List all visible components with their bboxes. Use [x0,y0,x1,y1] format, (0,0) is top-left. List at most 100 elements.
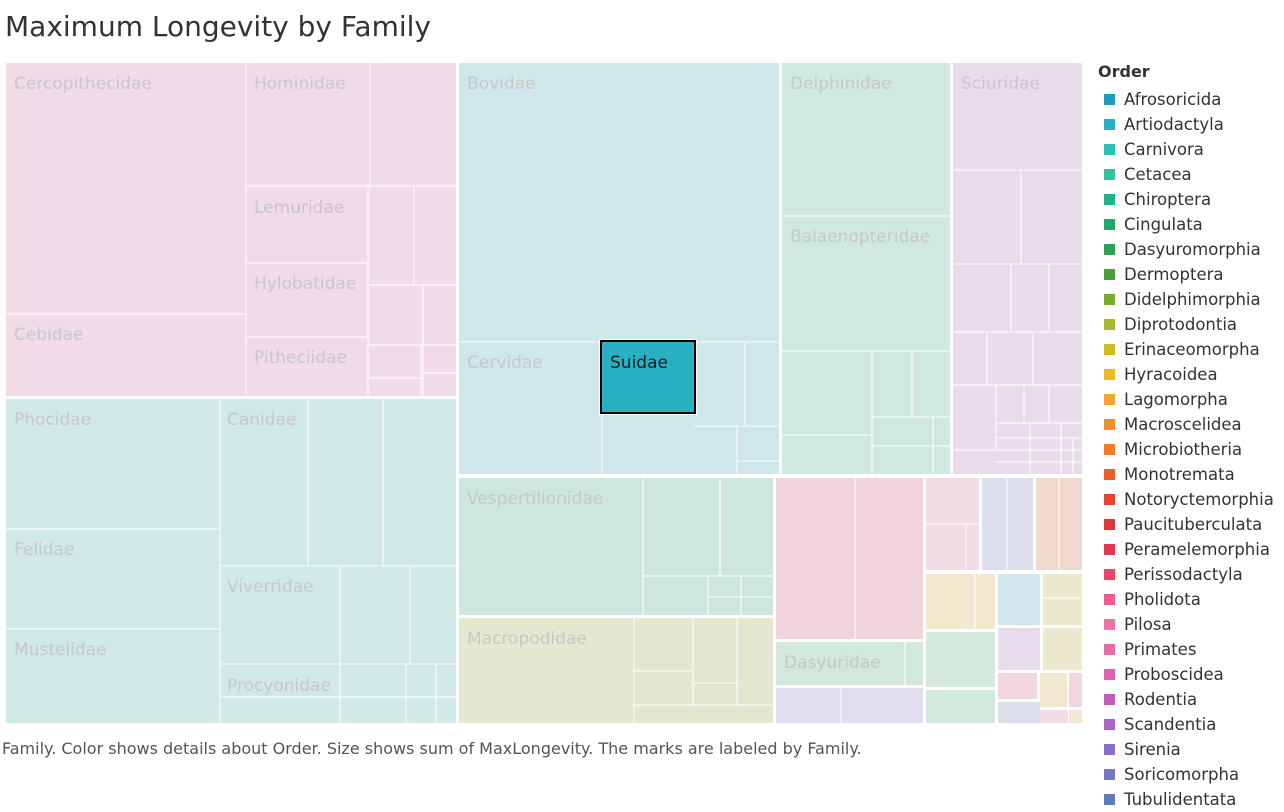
treemap-order-block [926,690,995,723]
legend-item[interactable]: Artiodactyla [1098,112,1274,137]
legend-swatch [1104,569,1115,580]
legend-item[interactable]: Lagomorpha [1098,387,1274,412]
legend-item[interactable]: Chiroptera [1098,187,1274,212]
legend-item[interactable]: Perissodactyla [1098,562,1274,587]
legend-label: Cetacea [1124,165,1192,184]
treemap-order-block [782,63,950,474]
legend-label: Soricomorpha [1124,765,1240,784]
legend-swatch [1104,219,1115,230]
legend-label: Paucituberculata [1124,515,1263,534]
legend-label: Rodentia [1124,690,1198,709]
legend-item[interactable]: Diprotodontia [1098,312,1274,337]
legend-item[interactable]: Rodentia [1098,687,1274,712]
legend-swatch [1104,694,1115,705]
legend-item[interactable]: Notoryctemorphia [1098,487,1274,512]
treemap-order-block [998,702,1040,723]
legend-item[interactable]: Tubulidentata [1098,787,1274,812]
legend-label: Microbiotheria [1124,440,1243,459]
legend-item[interactable]: Sirenia [1098,737,1274,762]
legend-label: Lagomorpha [1124,390,1228,409]
legend-label: Peramelemorphia [1124,540,1270,559]
family-label: Macropodidae [467,629,587,649]
legend-item[interactable]: Scandentia [1098,712,1274,737]
legend-item[interactable]: Cetacea [1098,162,1274,187]
legend-label: Perissodactyla [1124,565,1243,584]
treemap-order-block [776,478,923,639]
family-label: Hylobatidae [254,274,356,294]
family-label: Procyonidae [227,676,331,696]
legend-item[interactable]: Dasyuromorphia [1098,237,1274,262]
legend-swatch [1104,244,1115,255]
legend-item[interactable]: Macroscelidea [1098,412,1274,437]
legend-label: Carnivora [1124,140,1204,159]
family-label: Viverridae [227,577,314,597]
legend-label: Afrosoricida [1124,90,1222,109]
legend-item[interactable]: Peramelemorphia [1098,537,1274,562]
treemap-chart[interactable]: Cercopithecidae Cebidae Hominidae Lemuridae… [0,0,1090,730]
legend-label: Tubulidentata [1124,790,1237,809]
legend-item[interactable]: Microbiotheria [1098,437,1274,462]
legend-item[interactable]: Paucituberculata [1098,512,1274,537]
family-label: Bovidae [467,74,536,94]
legend-label: Artiodactyla [1124,115,1224,134]
treemap-order-block [1069,673,1082,707]
family-label: Phocidae [14,410,91,430]
family-label: Pitheciidae [254,348,347,368]
legend-swatch [1104,194,1115,205]
legend-swatch [1104,469,1115,480]
treemap-order-block [1069,710,1082,723]
legend-swatch [1104,294,1115,305]
legend-swatch [1104,719,1115,730]
treemap-labels: Cercopithecidae Cebidae Hominidae Lemuridae… [14,74,1040,696]
legend-swatch [1104,319,1115,330]
legend-item[interactable]: Hyracoidea [1098,362,1274,387]
family-label: Delphinidae [790,74,892,94]
legend-swatch [1104,769,1115,780]
legend-label: Cingulata [1124,215,1203,234]
legend-item[interactable]: Erinaceomorpha [1098,337,1274,362]
legend-item[interactable]: Carnivora [1098,137,1274,162]
treemap-order-block [998,628,1040,670]
highlight-outline [599,339,697,415]
legend-label: Pilosa [1124,615,1172,634]
legend-item[interactable]: Proboscidea [1098,662,1274,687]
legend-swatch [1104,119,1115,130]
family-label: Felidae [14,540,74,560]
legend-item[interactable]: Monotremata [1098,462,1274,487]
legend-swatch [1104,519,1115,530]
treemap-order-block [776,688,923,723]
legend-label: Diprotodontia [1124,315,1238,334]
legend-label: Macroscelidea [1124,415,1242,434]
legend-item[interactable]: Soricomorpha [1098,762,1274,787]
treemap-cells [6,63,1082,723]
treemap-order-block [1043,574,1082,625]
legend-items: Afrosoricida Artiodactyla Carnivora Cetacea… [1098,87,1274,812]
legend-item[interactable]: Afrosoricida [1098,87,1274,112]
treemap-order-block [998,673,1037,699]
family-label: Vespertilionidae [467,489,603,509]
legend-item[interactable]: Dermoptera [1098,262,1274,287]
legend-item[interactable]: Didelphimorphia [1098,287,1274,312]
family-label: Cercopithecidae [14,74,152,94]
treemap-order-block [1040,673,1067,707]
legend-label: Primates [1124,640,1197,659]
family-label: Dasyuridae [784,653,881,673]
legend-swatch [1104,419,1115,430]
legend-item[interactable]: Primates [1098,637,1274,662]
legend-swatch [1104,269,1115,280]
treemap-cell-highlighted[interactable] [600,340,696,414]
treemap-order-block [459,478,773,615]
legend-label: Didelphimorphia [1124,290,1261,309]
treemap-order-block [998,574,1040,625]
color-legend: Order Afrosoricida Artiodactyla Carnivora C… [1098,62,1274,812]
legend-label: Scandentia [1124,715,1217,734]
legend-item[interactable]: Pilosa [1098,612,1274,637]
family-label: Hominidae [254,74,346,94]
legend-swatch [1104,444,1115,455]
legend-item[interactable]: Cingulata [1098,212,1274,237]
treemap-order-block [1043,628,1082,670]
legend-item[interactable]: Pholidota [1098,587,1274,612]
legend-label: Erinaceomorpha [1124,340,1260,359]
family-label: Mustelidae [14,640,107,660]
legend-label: Pholidota [1124,590,1201,609]
